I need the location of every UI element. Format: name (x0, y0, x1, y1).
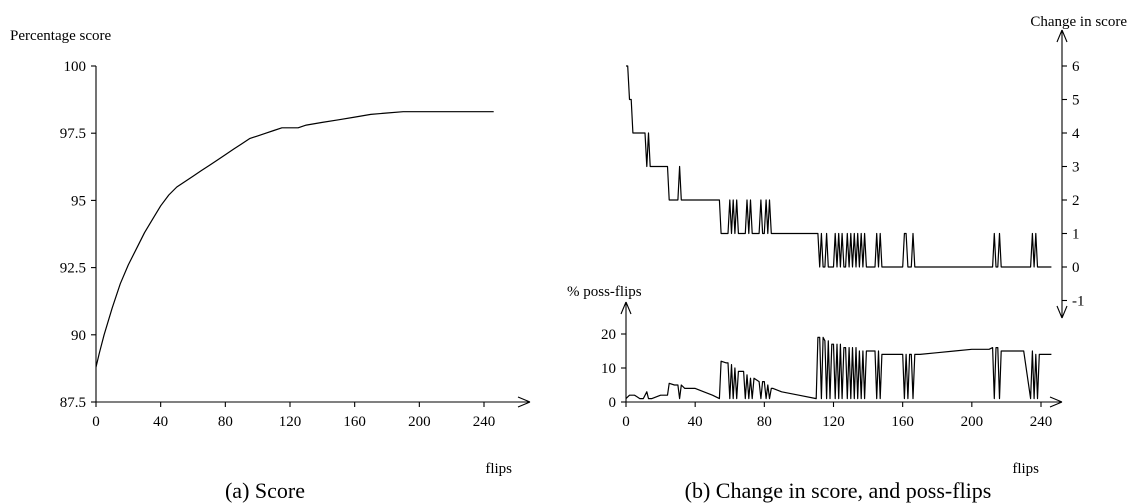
chart-c-series-line (625, 336, 1052, 400)
chart-c-xtick-label: 80 (757, 414, 772, 430)
chart-b-y-arrow-up (1056, 29, 1068, 43)
chart-c-ytick-label: 0 (609, 395, 617, 411)
chart-b-ytick-label: 5 (1072, 93, 1080, 109)
chart-b-y-arrow-down (1056, 305, 1068, 319)
chart-b-ytick-label: 4 (1072, 126, 1080, 142)
chart-b-series-line (626, 65, 1052, 268)
chart-a-xtick-label: 0 (92, 414, 100, 430)
chart-b-ytick-label: 2 (1072, 193, 1080, 209)
chart-a-ytick-label: 95 (71, 193, 86, 209)
chart-a-ytick-label: 92.5 (60, 261, 86, 277)
chart-change-in-score: Change in score (b) Change in score, and… (626, 14, 1127, 503)
chart-a-ytick-label: 87.5 (60, 395, 86, 411)
chart-a-ylabel: Percentage score (10, 28, 112, 44)
chart-a-xtick-label: 160 (343, 414, 366, 430)
chart-c-y-arrow (620, 301, 632, 315)
chart-c-xtick-label: 0 (622, 414, 630, 430)
chart-a-ytick-label: 100 (64, 59, 87, 75)
chart-c-ytick-label: 20 (601, 327, 616, 343)
chart-b-ytick-label: 1 (1072, 227, 1080, 243)
chart-c-xtick-label: 120 (822, 414, 845, 430)
chart-a-series-line (95, 111, 494, 368)
chart-a-xtick-label: 200 (408, 414, 431, 430)
chart-a-xtick-label: 240 (473, 414, 496, 430)
chart-b-ylabel: Change in score (1030, 14, 1127, 30)
chart-c-ytick-label: 10 (601, 361, 616, 377)
chart-a-x-arrow (517, 396, 531, 408)
chart-b-ytick-label: 0 (1072, 260, 1080, 276)
chart-a-ytick-label: 97.5 (60, 126, 86, 142)
chart-c-ylabel: % poss-flips (567, 284, 642, 300)
chart-c-xlabel: flips (1012, 461, 1039, 477)
chart-b-ytick-label: 3 (1072, 160, 1080, 176)
chart-b-caption: (b) Change in score, and poss-flips (685, 478, 992, 503)
chart-a-ytick-label: 90 (71, 328, 86, 344)
chart-a-xtick-label: 80 (218, 414, 233, 430)
chart-a-caption: (a) Score (225, 478, 305, 503)
chart-c-xtick-label: 160 (891, 414, 914, 430)
chart-c-xtick-label: 200 (961, 414, 984, 430)
chart-b-ytick-label: 6 (1072, 59, 1080, 75)
chart-score: Percentage score flips (a) Score 87.5 90 9… (10, 28, 531, 503)
chart-a-xtick-label: 120 (279, 414, 302, 430)
chart-a-xlabel: flips (485, 461, 512, 477)
chart-b-ytick-label: -1 (1072, 294, 1085, 310)
chart-c-xtick-label: 240 (1030, 414, 1053, 430)
chart-c-x-arrow (1049, 396, 1063, 408)
chart-a-xtick-label: 40 (153, 414, 168, 430)
chart-c-xtick-label: 40 (688, 414, 703, 430)
